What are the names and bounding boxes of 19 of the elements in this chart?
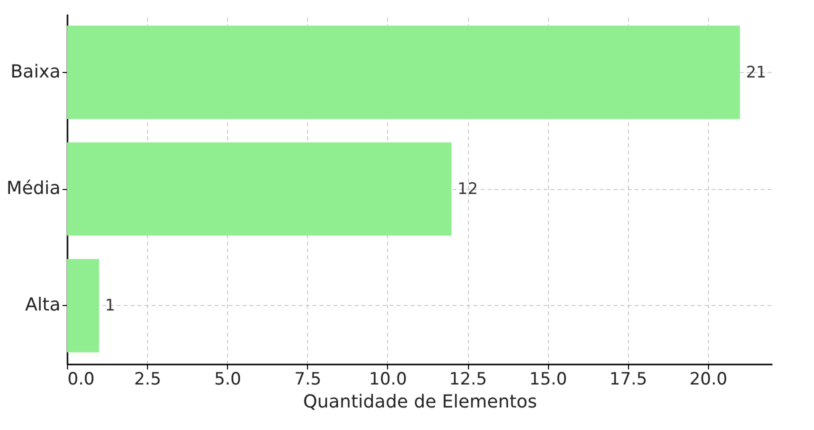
x-tick-label: 20.0 bbox=[689, 370, 728, 390]
x-tick-label: 10.0 bbox=[369, 370, 407, 390]
x-tick-label: 17.5 bbox=[609, 370, 648, 390]
x-tick-label: 15.0 bbox=[529, 370, 568, 390]
x-tick-label: 7.5 bbox=[294, 370, 322, 390]
y-tick-label: Baixa bbox=[10, 61, 60, 82]
bar bbox=[67, 142, 452, 236]
bar bbox=[67, 259, 100, 352]
x-tick-label: 0.0 bbox=[68, 370, 95, 390]
y-tick-label: Alta bbox=[25, 294, 60, 316]
x-tick-label: 2.5 bbox=[134, 370, 162, 390]
x-axis-title: Quantidade de Elementos bbox=[303, 392, 537, 412]
bar bbox=[67, 26, 740, 119]
data-label: 21 bbox=[746, 62, 766, 82]
data-label: 12 bbox=[458, 179, 478, 198]
y-tick-label: Média bbox=[6, 178, 60, 199]
data-label: 1 bbox=[105, 296, 116, 315]
x-tick-label: 5.0 bbox=[214, 370, 242, 390]
x-tick-label: 12.5 bbox=[449, 370, 487, 390]
